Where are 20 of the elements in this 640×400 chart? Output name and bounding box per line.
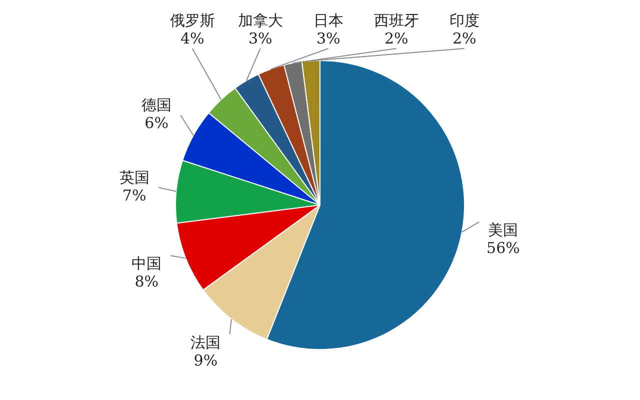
data-label: 56% bbox=[486, 238, 520, 257]
data-label: 3% bbox=[248, 29, 272, 48]
data-label: 7% bbox=[122, 186, 146, 204]
data-label: 8% bbox=[134, 272, 158, 291]
data-label: 3% bbox=[316, 29, 340, 48]
slice-label: 日本 bbox=[313, 11, 344, 30]
data-label: 6% bbox=[144, 114, 168, 132]
slice-label: 英国 bbox=[119, 168, 150, 186]
slice-label: 印度 bbox=[449, 11, 480, 30]
data-label: 2% bbox=[452, 29, 476, 48]
slice-label: 俄罗斯 bbox=[170, 11, 215, 30]
slice-label: 中国 bbox=[132, 254, 162, 273]
slice-label: 美国 bbox=[488, 220, 518, 239]
slice-label: 加拿大 bbox=[238, 11, 283, 30]
data-label: 9% bbox=[194, 351, 218, 370]
slice-label: 法国 bbox=[190, 333, 221, 352]
data-label: 2% bbox=[384, 29, 408, 48]
slice-label: 德国 bbox=[142, 96, 172, 114]
data-label: 4% bbox=[180, 29, 204, 48]
slice-label: 西班牙 bbox=[374, 11, 419, 30]
